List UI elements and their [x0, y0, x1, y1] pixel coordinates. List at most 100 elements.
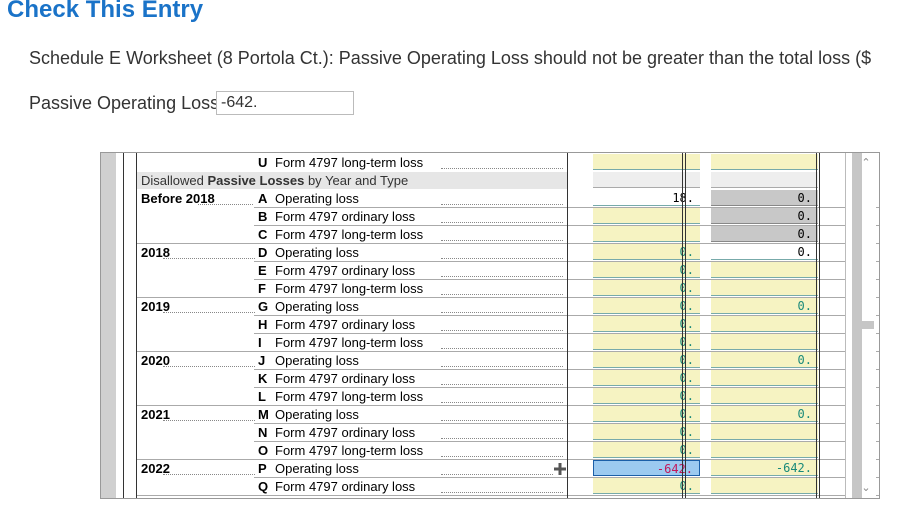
- value-cell[interactable]: 0.: [593, 334, 700, 350]
- dot-leader: [441, 370, 563, 385]
- value-cell[interactable]: 0.: [711, 352, 818, 368]
- row-letter: I: [258, 335, 262, 350]
- row-separator: [254, 279, 879, 280]
- value-cell[interactable]: 0.: [711, 406, 818, 422]
- value-cell[interactable]: [711, 424, 818, 440]
- value-cell[interactable]: 0.: [711, 190, 818, 206]
- value-cell[interactable]: [711, 334, 818, 350]
- value-cell[interactable]: 0.: [593, 388, 700, 404]
- dot-leader: [441, 352, 563, 367]
- row-letter: D: [258, 245, 268, 260]
- row-separator: [254, 261, 879, 262]
- row-separator: [137, 351, 879, 352]
- row-letter: F: [258, 281, 266, 296]
- scroll-thumb[interactable]: [852, 321, 874, 329]
- row-letter: J: [258, 353, 266, 368]
- grid-divider: [136, 153, 137, 498]
- row-separator: [137, 297, 879, 298]
- row-description: Operating loss: [275, 191, 359, 206]
- row-separator: [254, 225, 879, 226]
- vertical-scrollbar[interactable]: ⌃ ⌄: [845, 153, 876, 498]
- value-cell[interactable]: 0.: [593, 424, 700, 440]
- value-cell[interactable]: -642.: [711, 460, 818, 476]
- row-letter: C: [258, 227, 268, 242]
- row-letter: N: [258, 425, 268, 440]
- row-letter: O: [258, 443, 269, 458]
- grid-divider: [567, 153, 568, 498]
- row-letter: H: [258, 317, 268, 332]
- row-description: Operating loss: [275, 461, 359, 476]
- dot-leader: [441, 478, 563, 493]
- dot-leader: [441, 298, 563, 313]
- value-cell[interactable]: [711, 316, 818, 332]
- row-separator: [254, 441, 879, 442]
- row-year: 2019: [141, 299, 170, 314]
- dot-leader: [441, 190, 563, 205]
- table-row: 2022 P Operating loss: [123, 460, 879, 478]
- value-cell[interactable]: 0.: [593, 442, 700, 458]
- row-letter: E: [258, 263, 267, 278]
- dot-leader: [441, 244, 563, 259]
- row-description: Form 4797 ordinary loss: [275, 209, 416, 224]
- row-description: Operating loss: [275, 353, 359, 368]
- value-cell[interactable]: [593, 154, 700, 170]
- row-year: 2022: [141, 461, 170, 476]
- row-letter: G: [258, 299, 269, 314]
- value-cell[interactable]: [711, 262, 818, 278]
- chevron-up-icon[interactable]: ⌃: [861, 157, 871, 169]
- row-separator: [254, 315, 879, 316]
- value-cell[interactable]: [711, 478, 818, 494]
- value-cell[interactable]: [711, 154, 818, 170]
- value-cell[interactable]: 0.: [593, 406, 700, 422]
- value-cell[interactable]: 0.: [593, 244, 700, 260]
- value-cell[interactable]: [711, 280, 818, 296]
- row-letter: L: [258, 389, 266, 404]
- table-row: L Form 4797 long-term loss: [123, 388, 879, 406]
- row-letter: P: [258, 461, 267, 476]
- value-cell[interactable]: 0.: [711, 244, 818, 260]
- table-row: Before 2018 A Operating loss: [123, 190, 879, 208]
- table-row: 2018 D Operating loss: [123, 244, 879, 262]
- value-cell[interactable]: 0.: [593, 280, 700, 296]
- table-row: F Form 4797 long-term loss: [123, 280, 879, 298]
- passive-operating-loss-input[interactable]: [216, 91, 354, 115]
- value-cell[interactable]: 0.: [593, 352, 700, 368]
- value-cell[interactable]: 0.: [593, 316, 700, 332]
- plus-icon[interactable]: [553, 462, 567, 476]
- row-separator: [137, 405, 879, 406]
- value-cell[interactable]: [711, 442, 818, 458]
- dot-leader: [441, 262, 563, 277]
- dot-leader: [163, 352, 255, 367]
- value-cell[interactable]: 0.: [593, 298, 700, 314]
- selected-value-cell[interactable]: -642.: [593, 460, 700, 476]
- row-separator: [254, 207, 879, 208]
- value-cell[interactable]: 0.: [593, 262, 700, 278]
- row-description: Form 4797 long-term loss: [275, 335, 424, 350]
- row-letter: Q: [258, 479, 269, 494]
- value-cell[interactable]: [593, 226, 700, 242]
- dot-leader: [441, 424, 563, 439]
- row-description: Operating loss: [275, 245, 359, 260]
- row-description: Form 4797 long-term loss: [275, 281, 424, 296]
- dot-leader: [441, 226, 563, 241]
- value-cell[interactable]: 0.: [711, 226, 818, 242]
- grid-divider: [682, 153, 683, 498]
- chevron-down-icon[interactable]: ⌄: [861, 482, 871, 494]
- value-cell[interactable]: [711, 370, 818, 386]
- value-cell[interactable]: 0.: [711, 298, 818, 314]
- table-row: N Form 4797 ordinary loss: [123, 424, 879, 442]
- value-cell[interactable]: 18.: [593, 190, 700, 206]
- value-cell[interactable]: [593, 208, 700, 224]
- value-cell[interactable]: 0.: [593, 478, 700, 494]
- value-cell[interactable]: 0.: [593, 370, 700, 386]
- row-description: Operating loss: [275, 299, 359, 314]
- dot-leader: [441, 316, 563, 331]
- row-description: Form 4797 ordinary loss: [275, 371, 416, 386]
- grid-divider: [123, 153, 124, 498]
- value-cell[interactable]: [711, 388, 818, 404]
- row-letter: B: [258, 209, 268, 224]
- value-cell[interactable]: 0.: [711, 208, 818, 224]
- section-header-bold: Passive Losses: [207, 173, 305, 188]
- dot-leader: [198, 190, 253, 205]
- dot-leader: [441, 208, 563, 223]
